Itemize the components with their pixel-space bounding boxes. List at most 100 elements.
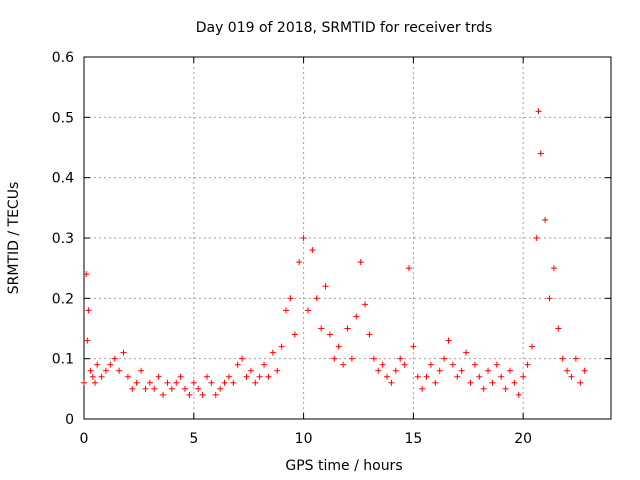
data-point [265, 373, 272, 380]
data-point [454, 373, 461, 380]
data-point [208, 379, 215, 386]
data-point [85, 307, 92, 314]
data-point [331, 355, 338, 362]
data-point [476, 373, 483, 380]
data-point [419, 385, 426, 392]
axis-ticks: 0 0.1 0.2 0.3 0.4 0.5 0.6 0 5 10 15 20 [52, 50, 611, 447]
data-point [581, 367, 588, 374]
data-points [81, 108, 588, 398]
data-point [463, 349, 470, 356]
data-point [467, 379, 474, 386]
data-point [445, 337, 452, 344]
data-point [274, 367, 281, 374]
data-point [458, 367, 465, 374]
data-point [564, 367, 571, 374]
data-point [261, 361, 268, 368]
data-point [449, 361, 456, 368]
y-tick-label: 0.3 [52, 231, 74, 247]
data-point [577, 379, 584, 386]
grid-lines [84, 57, 611, 419]
data-point [511, 379, 518, 386]
data-point [392, 367, 399, 374]
data-point [559, 355, 566, 362]
data-point [423, 373, 430, 380]
data-point [195, 385, 202, 392]
data-point [124, 373, 131, 380]
data-point [348, 355, 355, 362]
data-point [256, 373, 263, 380]
data-point [533, 235, 540, 241]
chart-title: Day 019 of 2018, SRMTID for receiver trd… [196, 20, 493, 36]
data-point [528, 343, 535, 350]
y-tick-label: 0.4 [52, 171, 74, 187]
data-point [493, 361, 500, 368]
x-tick-label: 10 [295, 431, 313, 447]
data-point [384, 373, 391, 380]
x-tick-label: 5 [189, 431, 198, 447]
data-point [252, 379, 259, 386]
y-tick-label: 0.6 [52, 50, 74, 66]
data-point [300, 235, 307, 241]
x-tick-label: 0 [80, 431, 89, 447]
y-tick-label: 0.5 [52, 110, 74, 126]
data-point [441, 355, 448, 362]
data-point [203, 373, 210, 380]
data-point [155, 373, 162, 380]
data-point [199, 391, 206, 398]
data-point [304, 307, 311, 314]
y-axis-label: SRMTID / TECUs [6, 182, 22, 295]
data-point [116, 367, 123, 374]
data-point [366, 331, 373, 338]
data-point [243, 373, 250, 380]
data-point [177, 373, 184, 380]
data-point [84, 337, 91, 344]
data-point [480, 385, 487, 392]
data-point [107, 361, 114, 368]
data-point [182, 385, 189, 392]
plot-frame [83, 56, 612, 420]
data-point [221, 379, 228, 386]
data-point [278, 343, 285, 350]
data-point [111, 355, 118, 362]
data-point [91, 379, 98, 386]
data-point [427, 361, 434, 368]
data-point [520, 373, 527, 380]
data-point [283, 307, 290, 314]
data-point [405, 265, 412, 272]
data-point [485, 367, 492, 374]
data-point [217, 385, 224, 392]
data-point [506, 367, 513, 374]
data-point [87, 367, 94, 374]
data-point [168, 385, 175, 392]
data-point [388, 379, 395, 386]
y-tick-label: 0.1 [52, 352, 74, 368]
data-point [160, 391, 167, 398]
y-tick-label: 0 [65, 412, 74, 428]
data-point [498, 373, 505, 380]
data-point [335, 343, 342, 350]
data-point [89, 373, 96, 380]
data-point [186, 391, 193, 398]
data-point [546, 295, 553, 302]
data-point [357, 259, 364, 266]
data-point [102, 367, 109, 374]
data-point [81, 379, 87, 386]
x-tick-label: 15 [404, 431, 422, 447]
data-point [138, 367, 145, 374]
data-point [296, 259, 303, 266]
data-point [287, 295, 294, 302]
data-point [269, 349, 276, 356]
data-point [164, 379, 171, 386]
data-point [309, 247, 316, 254]
data-point [291, 331, 298, 338]
data-point [379, 361, 386, 368]
data-point [362, 301, 369, 308]
data-point [542, 216, 549, 223]
data-point [436, 367, 443, 374]
data-point [471, 361, 478, 368]
data-point [375, 367, 382, 374]
data-point [515, 391, 522, 398]
data-point [550, 265, 557, 272]
